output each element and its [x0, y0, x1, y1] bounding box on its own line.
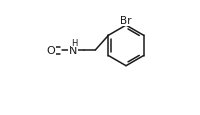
Text: Br: Br — [120, 16, 131, 26]
Text: O: O — [46, 46, 55, 56]
Text: H: H — [71, 39, 77, 48]
Text: N: N — [69, 46, 77, 56]
